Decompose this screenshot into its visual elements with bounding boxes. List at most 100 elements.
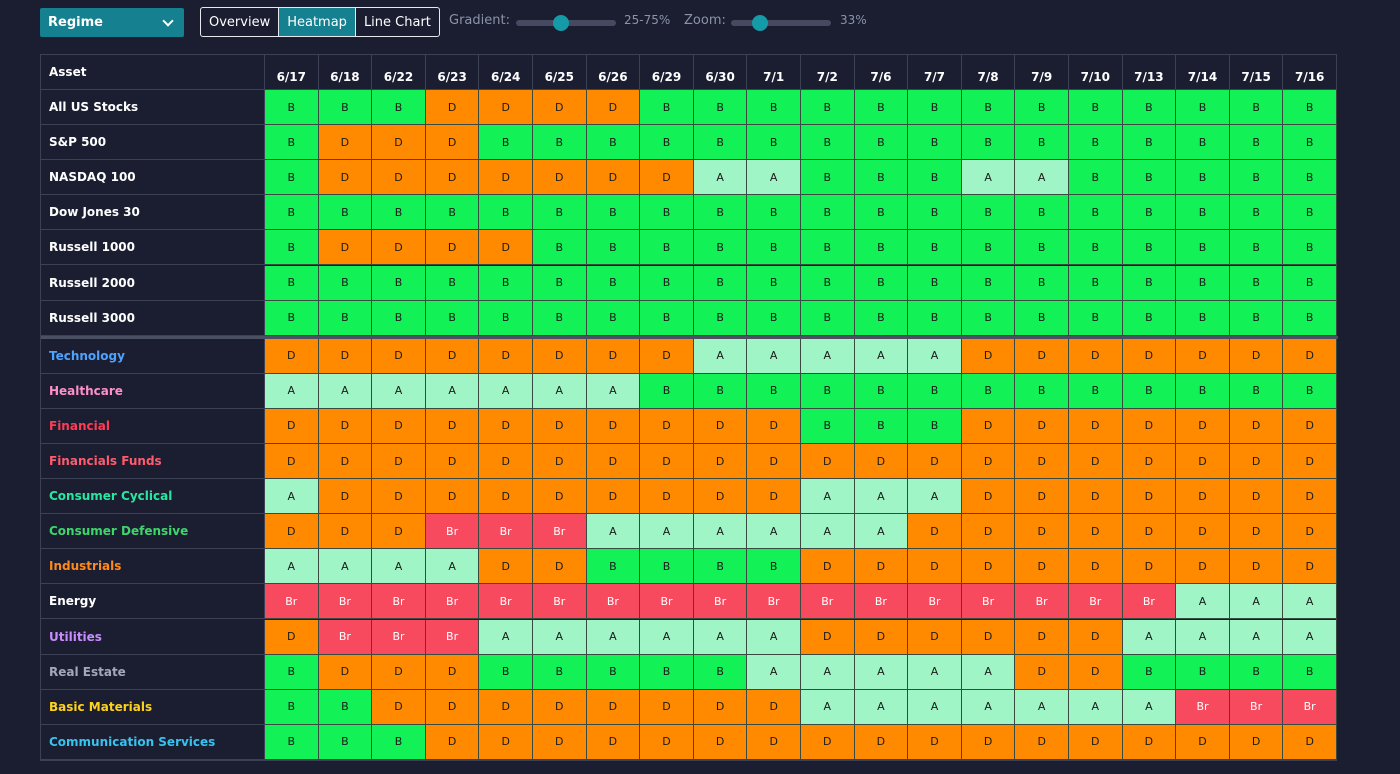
- heatmap-cell[interactable]: Br: [318, 619, 373, 655]
- heatmap-cell[interactable]: D: [1015, 619, 1069, 655]
- heatmap-cell[interactable]: D: [1015, 549, 1069, 585]
- heatmap-cell[interactable]: B: [854, 230, 909, 266]
- heatmap-cell[interactable]: D: [693, 408, 748, 444]
- heatmap-cell[interactable]: D: [961, 479, 1016, 515]
- heatmap-cell[interactable]: D: [533, 549, 587, 585]
- heatmap-cell[interactable]: B: [854, 90, 909, 126]
- heatmap-cell[interactable]: B: [1122, 230, 1177, 266]
- heatmap-cell[interactable]: B: [265, 230, 319, 266]
- heatmap-cell[interactable]: D: [1069, 724, 1123, 760]
- heatmap-cell[interactable]: D: [1283, 338, 1337, 374]
- heatmap-cell[interactable]: B: [318, 195, 373, 231]
- heatmap-cell[interactable]: D: [533, 160, 587, 196]
- heatmap-cell[interactable]: D: [372, 125, 426, 161]
- heatmap-cell[interactable]: A: [693, 514, 748, 550]
- heatmap-cell[interactable]: B: [961, 300, 1016, 336]
- regime-dropdown[interactable]: Regime: [40, 8, 184, 37]
- heatmap-cell[interactable]: A: [640, 619, 694, 655]
- heatmap-cell[interactable]: D: [479, 549, 533, 585]
- gradient-slider-handle[interactable]: [553, 15, 569, 31]
- tab-heatmap[interactable]: Heatmap: [279, 8, 356, 36]
- heatmap-cell[interactable]: D: [318, 160, 373, 196]
- heatmap-cell[interactable]: D: [854, 724, 909, 760]
- heatmap-cell[interactable]: B: [801, 90, 855, 126]
- heatmap-cell[interactable]: A: [1122, 689, 1177, 725]
- heatmap-cell[interactable]: Br: [479, 584, 533, 620]
- heatmap-cell[interactable]: B: [908, 300, 962, 336]
- heatmap-cell[interactable]: D: [1283, 408, 1337, 444]
- heatmap-cell[interactable]: A: [1283, 619, 1337, 655]
- heatmap-cell[interactable]: D: [1283, 724, 1337, 760]
- heatmap-cell[interactable]: B: [640, 265, 694, 301]
- heatmap-cell[interactable]: B: [961, 125, 1016, 161]
- heatmap-cell[interactable]: B: [908, 195, 962, 231]
- heatmap-cell[interactable]: A: [747, 654, 801, 690]
- heatmap-cell[interactable]: B: [1229, 373, 1284, 409]
- heatmap-cell[interactable]: B: [1176, 654, 1230, 690]
- heatmap-cell[interactable]: D: [961, 444, 1016, 480]
- heatmap-cell[interactable]: B: [801, 195, 855, 231]
- heatmap-cell[interactable]: A: [318, 373, 373, 409]
- heatmap-cell[interactable]: D: [1122, 444, 1177, 480]
- heatmap-cell[interactable]: B: [1229, 654, 1284, 690]
- heatmap-cell[interactable]: B: [318, 724, 373, 760]
- heatmap-cell[interactable]: D: [693, 479, 748, 515]
- heatmap-cell[interactable]: D: [533, 338, 587, 374]
- heatmap-cell[interactable]: D: [640, 338, 694, 374]
- heatmap-cell[interactable]: A: [854, 338, 909, 374]
- heatmap-cell[interactable]: B: [1122, 654, 1177, 690]
- heatmap-cell[interactable]: B: [1283, 265, 1337, 301]
- heatmap-cell[interactable]: A: [533, 373, 587, 409]
- heatmap-cell[interactable]: B: [318, 300, 373, 336]
- heatmap-cell[interactable]: B: [1176, 195, 1230, 231]
- heatmap-cell[interactable]: D: [1015, 514, 1069, 550]
- heatmap-cell[interactable]: Br: [425, 619, 480, 655]
- heatmap-cell[interactable]: B: [801, 125, 855, 161]
- heatmap-cell[interactable]: D: [372, 160, 426, 196]
- heatmap-cell[interactable]: D: [425, 338, 480, 374]
- heatmap-cell[interactable]: D: [1283, 549, 1337, 585]
- heatmap-cell[interactable]: B: [908, 160, 962, 196]
- heatmap-cell[interactable]: D: [1176, 338, 1230, 374]
- heatmap-cell[interactable]: Br: [693, 584, 748, 620]
- heatmap-cell[interactable]: B: [640, 230, 694, 266]
- heatmap-cell[interactable]: D: [479, 444, 533, 480]
- heatmap-cell[interactable]: A: [1069, 689, 1123, 725]
- heatmap-cell[interactable]: D: [961, 724, 1016, 760]
- heatmap-cell[interactable]: B: [1122, 125, 1177, 161]
- heatmap-cell[interactable]: B: [801, 265, 855, 301]
- heatmap-cell[interactable]: B: [425, 300, 480, 336]
- heatmap-cell[interactable]: D: [801, 444, 855, 480]
- heatmap-cell[interactable]: D: [854, 549, 909, 585]
- heatmap-cell[interactable]: D: [425, 160, 480, 196]
- heatmap-cell[interactable]: A: [265, 479, 319, 515]
- heatmap-cell[interactable]: Br: [425, 584, 480, 620]
- heatmap-cell[interactable]: B: [1069, 160, 1123, 196]
- heatmap-cell[interactable]: D: [479, 479, 533, 515]
- heatmap-cell[interactable]: B: [854, 195, 909, 231]
- heatmap-cell[interactable]: B: [908, 230, 962, 266]
- heatmap-cell[interactable]: Br: [533, 584, 587, 620]
- heatmap-cell[interactable]: D: [747, 689, 801, 725]
- heatmap-cell[interactable]: D: [425, 125, 480, 161]
- heatmap-cell[interactable]: Br: [425, 514, 480, 550]
- heatmap-cell[interactable]: B: [1122, 300, 1177, 336]
- heatmap-cell[interactable]: B: [265, 125, 319, 161]
- heatmap-cell[interactable]: B: [586, 300, 641, 336]
- heatmap-cell[interactable]: D: [908, 549, 962, 585]
- heatmap-cell[interactable]: B: [854, 265, 909, 301]
- heatmap-cell[interactable]: D: [479, 160, 533, 196]
- heatmap-cell[interactable]: B: [533, 300, 587, 336]
- heatmap-cell[interactable]: D: [1015, 408, 1069, 444]
- heatmap-cell[interactable]: D: [479, 90, 533, 126]
- heatmap-cell[interactable]: D: [640, 479, 694, 515]
- heatmap-cell[interactable]: B: [265, 195, 319, 231]
- heatmap-cell[interactable]: B: [479, 195, 533, 231]
- heatmap-cell[interactable]: B: [961, 230, 1016, 266]
- heatmap-cell[interactable]: Br: [1283, 689, 1337, 725]
- heatmap-cell[interactable]: B: [1283, 195, 1337, 231]
- heatmap-cell[interactable]: B: [747, 230, 801, 266]
- heatmap-cell[interactable]: Br: [1069, 584, 1123, 620]
- heatmap-cell[interactable]: B: [318, 689, 373, 725]
- heatmap-cell[interactable]: D: [586, 444, 641, 480]
